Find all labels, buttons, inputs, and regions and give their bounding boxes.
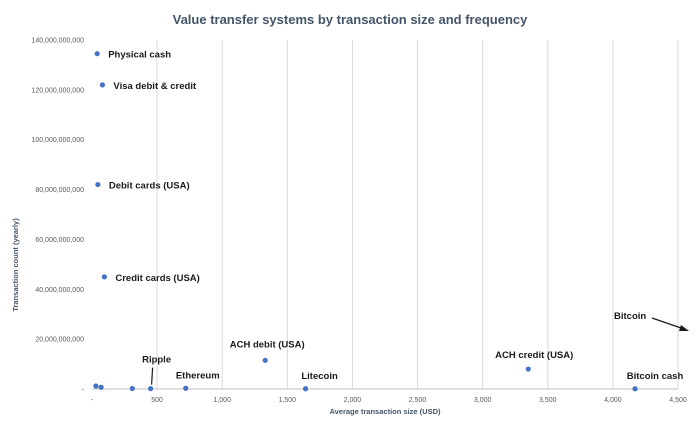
data-label: Visa debit & credit	[113, 81, 197, 92]
data-label: Debit cards (USA)	[109, 181, 190, 192]
data-label: Ethereum	[176, 370, 220, 381]
y-tick-label: 140,000,000,000	[31, 38, 84, 45]
data-point	[101, 274, 107, 280]
data-label: Physical cash	[108, 50, 171, 61]
data-point	[148, 386, 154, 392]
data-point	[98, 384, 104, 390]
y-axis-title: Transaction count (yearly)	[11, 218, 20, 312]
data-point	[95, 181, 101, 188]
data-point	[183, 385, 189, 391]
x-tick-label: 2,000	[344, 397, 362, 404]
data-point	[525, 366, 531, 372]
grid	[156, 40, 679, 389]
x-tick-label: 3,000	[474, 397, 492, 404]
y-tick-label: 60,000,000,000	[35, 237, 84, 244]
leader-lines	[151, 367, 154, 385]
x-tick-label: 2,500	[409, 397, 427, 404]
data-label: Bitcoin cash	[627, 371, 684, 382]
y-tick-label: 80,000,000,000	[35, 187, 84, 194]
data-point	[93, 383, 99, 389]
data-label: Ripple	[142, 355, 171, 366]
x-tick-label: 1,000	[213, 397, 231, 404]
bitcoin-arrow-line	[651, 317, 685, 330]
data-labels: Physical cash Visa debit & credit Debit ca…	[108, 50, 683, 382]
y-tick-label: -	[82, 387, 85, 394]
data-point	[94, 51, 100, 57]
data-point	[632, 386, 638, 392]
annotation-bitcoin: Bitcoin	[614, 311, 646, 322]
data-label: ACH debit (USA)	[230, 339, 305, 350]
data-label: ACH credit (USA)	[495, 350, 573, 361]
data-point	[99, 82, 106, 88]
ripple-leader-line	[151, 367, 154, 385]
x-tick-label: 3,500	[539, 397, 557, 404]
chart-title: Value transfer systems by transaction si…	[173, 12, 529, 27]
x-tick-label: -	[91, 397, 94, 404]
data-label: Credit cards (USA)	[115, 273, 199, 284]
data-label: Litecoin	[301, 371, 338, 382]
y-tick-label: 40,000,000,000	[35, 287, 84, 294]
x-tick-label: 1,500	[279, 397, 297, 404]
y-tick-label: 20,000,000,000	[35, 337, 84, 344]
x-tick-label: 500	[151, 397, 163, 404]
bitcoin-arrow-head	[679, 325, 689, 331]
x-tick-label: 4,000	[604, 397, 622, 404]
tick-labels: - 500 1,000 1,500 2,000 2,500 3,000 3,500 4,000 4…	[31, 38, 686, 405]
data-point	[129, 385, 135, 392]
x-tick-label: 4,500	[669, 397, 687, 404]
data-points	[93, 51, 638, 392]
x-axis-title: Average transaction size (USD)	[329, 407, 441, 416]
data-point	[262, 357, 268, 363]
y-tick-label: 120,000,000,000	[31, 87, 84, 94]
data-point	[302, 386, 309, 392]
y-tick-label: 100,000,000,000	[31, 137, 84, 144]
